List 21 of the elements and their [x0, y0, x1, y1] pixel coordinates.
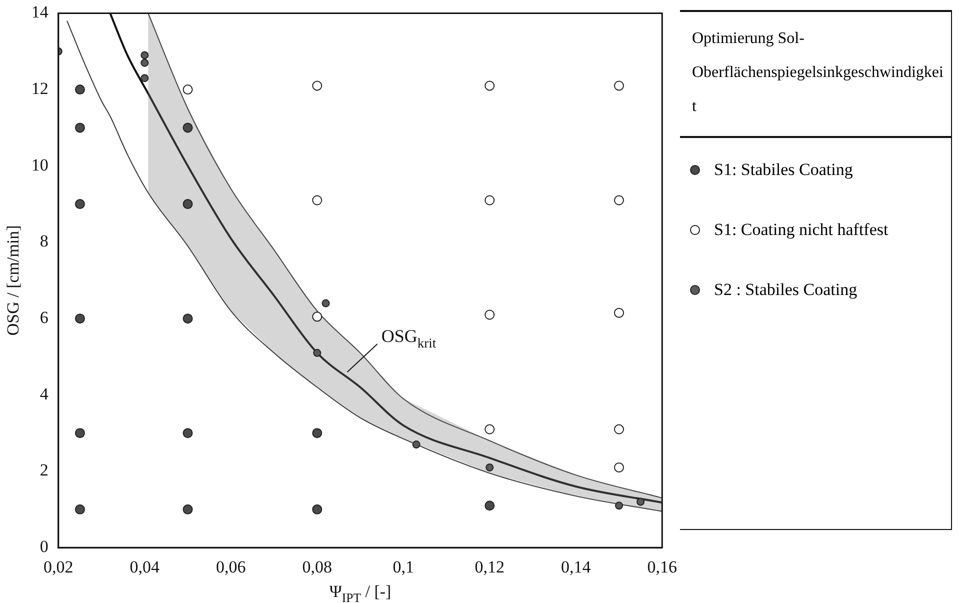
x-tick-label: 0,14 [561, 557, 592, 576]
y-tick-label: 6 [40, 308, 48, 328]
y-tick-label: 2 [40, 460, 48, 480]
y-tick-label: 12 [31, 79, 48, 98]
legend-label: S2 : Stabiles Coating [714, 280, 858, 300]
x-tick-label: 0,12 [474, 557, 505, 576]
y-axis-title: OSG / [cm/min] [4, 225, 23, 336]
x-tick-label: 0,1 [392, 557, 414, 576]
x-tick-label: 0,16 [647, 557, 677, 576]
y-tick-label: 4 [40, 384, 49, 404]
y-tick-label: 8 [40, 232, 48, 251]
y-tick-label: 10 [31, 155, 48, 174]
x-tick-label: 0,08 [302, 557, 332, 576]
legend-label: S1: Coating nicht haftfest [714, 220, 888, 240]
y-tick-label: 14 [31, 2, 49, 22]
legend-label: S1: Stabiles Coating [714, 160, 853, 180]
x-tick-label: 0,04 [130, 557, 160, 576]
legend-title: Optimierung Sol-Oberflächenspiegelsinkgeschwindigkeit [680, 12, 951, 138]
y-tick-label: 0 [40, 537, 48, 556]
x-tick-label: 0,06 [216, 557, 246, 576]
x-tick-label: 0,02 [44, 557, 74, 576]
